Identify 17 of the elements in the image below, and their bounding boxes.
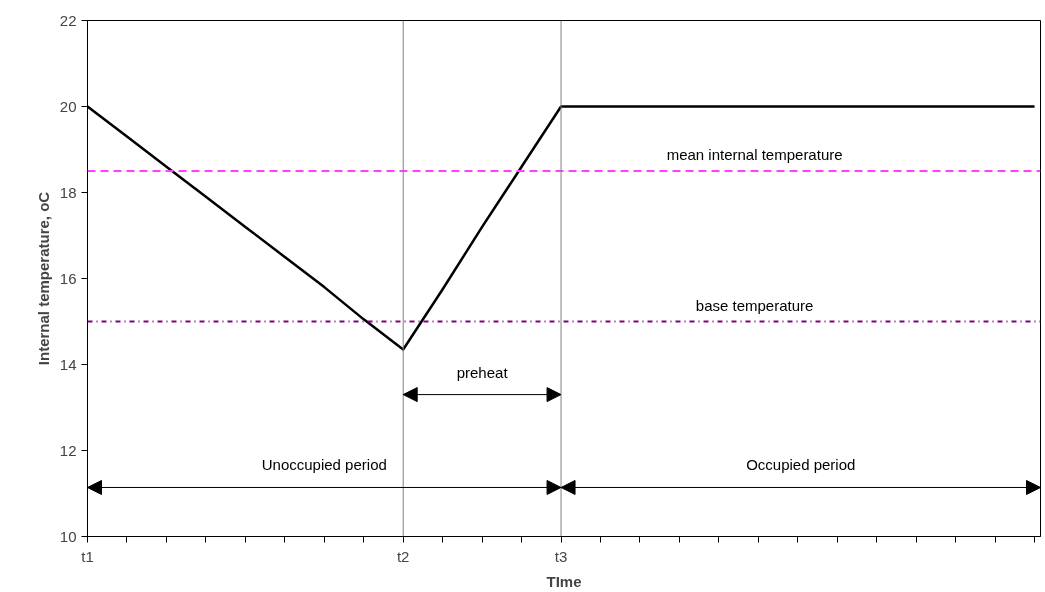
annotation: preheat <box>456 363 509 381</box>
annotation: Unoccupied period <box>261 456 387 474</box>
y-tick-label: 10 <box>59 527 77 545</box>
x-tick-label: t1 <box>81 547 94 565</box>
annotation: Occupied period <box>746 456 856 474</box>
y-tick-label: 18 <box>59 183 77 201</box>
y-tick-label: 14 <box>59 355 77 373</box>
y-tick-label: 16 <box>59 269 77 287</box>
y-tick-label: 12 <box>59 441 77 459</box>
y-axis-title: Internal temperature, oC <box>34 191 52 366</box>
ref-line-label: mean internal temperature <box>666 146 843 163</box>
y-tick-label: 22 <box>59 11 77 29</box>
ref-line-label: base temperature <box>695 296 814 314</box>
y-tick-label: 20 <box>59 97 77 115</box>
x-tick-label: t3 <box>554 547 568 565</box>
x-tick-label: t2 <box>396 547 410 565</box>
x-axis-title: TIme <box>546 572 582 590</box>
